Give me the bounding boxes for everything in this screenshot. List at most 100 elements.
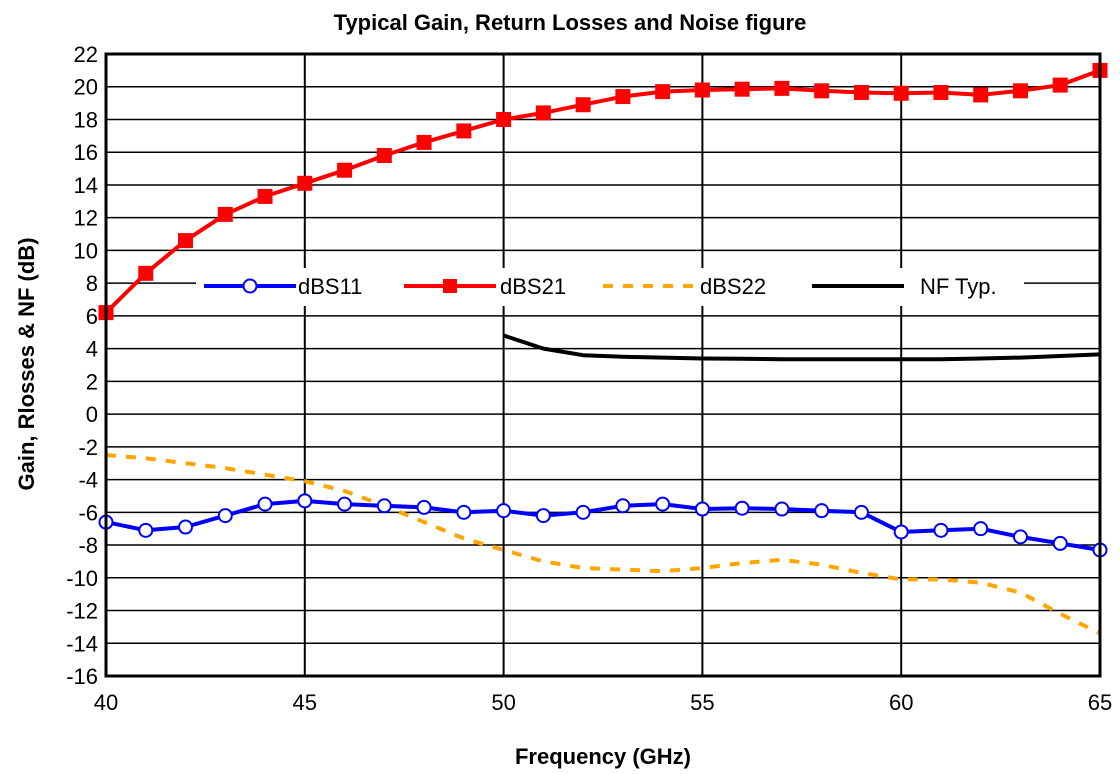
x-tick-label: 55	[690, 690, 714, 715]
plot-frame	[104, 52, 1102, 678]
data-point-dbs21	[694, 82, 710, 98]
data-point-dbs21	[615, 89, 631, 105]
y-tick-label: 10	[74, 238, 98, 263]
data-point-dbs11	[1052, 535, 1068, 551]
y-tick-label: -16	[66, 664, 98, 689]
data-point-dbs11	[575, 504, 591, 520]
data-point-dbs11	[734, 500, 750, 516]
data-point-dbs11	[814, 503, 830, 519]
data-point-dbs21	[535, 105, 551, 121]
data-point-dbs11	[933, 522, 949, 538]
series-nf-typ	[502, 333, 1101, 362]
data-point-dbs21	[933, 84, 949, 100]
data-point-dbs11	[217, 508, 233, 524]
data-point-dbs11	[1012, 529, 1028, 545]
y-tick-label: 6	[86, 304, 98, 329]
y-tick-label: -2	[78, 435, 98, 460]
data-point-dbs21	[575, 97, 591, 113]
y-tick-label: 8	[86, 271, 98, 296]
data-point-dbs21	[1012, 83, 1028, 99]
data-point-dbs11	[893, 524, 909, 540]
data-point-dbs21	[973, 87, 989, 103]
legend-marker-dbs11	[242, 278, 258, 294]
y-tick-label: -6	[78, 500, 98, 525]
legend-label-nf-typ: NF Typ.	[920, 274, 997, 299]
y-tick-labels: -16 -14 -12 -10 -8 -6 -4 -2 0 2 4 6 8 10 12 14 16 18 20 22	[66, 42, 98, 689]
series-line-dbs11	[105, 498, 1101, 552]
x-tick-label: 40	[94, 690, 118, 715]
y-tick-label: 14	[74, 173, 98, 198]
y-tick-label: -8	[78, 533, 98, 558]
data-point-dbs11	[138, 522, 154, 538]
x-tick-labels: 40 45 50 55 60 65	[94, 690, 1112, 715]
data-point-dbs11	[774, 501, 790, 517]
legend-label-dbs11: dBS11	[298, 274, 362, 299]
series-dbs21	[98, 62, 1108, 321]
y-tick-label: 2	[86, 369, 98, 394]
data-point-dbs21	[217, 206, 233, 222]
data-point-dbs21	[853, 84, 869, 100]
data-point-dbs21	[416, 134, 432, 150]
x-tick-label: 45	[293, 690, 317, 715]
data-point-dbs11	[655, 496, 671, 512]
x-tick-label: 50	[491, 690, 515, 715]
data-point-dbs11	[496, 503, 512, 519]
data-point-dbs11	[257, 496, 273, 512]
data-point-dbs21	[1052, 77, 1068, 93]
data-point-dbs11	[973, 521, 989, 537]
x-tick-label: 65	[1088, 690, 1112, 715]
y-tick-label: 22	[74, 42, 98, 67]
data-point-dbs21	[456, 123, 472, 139]
data-point-dbs21	[814, 83, 830, 99]
data-point-dbs11	[416, 499, 432, 515]
data-point-dbs11	[853, 504, 869, 520]
legend-item-nf-typ: NF Typ.	[812, 274, 997, 299]
data-point-dbs11	[535, 508, 551, 524]
data-point-dbs21	[655, 84, 671, 100]
y-tick-label: -4	[78, 468, 98, 493]
y-tick-label: 16	[74, 140, 98, 165]
data-point-dbs21	[496, 111, 512, 127]
data-point-dbs21	[893, 85, 909, 101]
legend-marker-dbs21	[443, 279, 457, 293]
data-point-dbs11	[456, 504, 472, 520]
y-tick-label: -14	[66, 631, 98, 656]
y-tick-label: -12	[66, 599, 98, 624]
y-tick-label: -10	[66, 566, 98, 591]
data-point-dbs11	[376, 498, 392, 514]
data-point-dbs21	[178, 233, 194, 249]
y-tick-label: 18	[74, 107, 98, 132]
data-point-dbs11	[694, 501, 710, 517]
x-tick-label: 60	[889, 690, 913, 715]
legend: dBS11 dBS21 dBS22 NF Typ.	[196, 268, 1024, 306]
legend-label-dbs21: dBS21	[500, 274, 566, 299]
data-point-dbs21	[376, 147, 392, 163]
series-line-nf-typ	[502, 333, 1101, 362]
data-point-dbs11	[337, 496, 353, 512]
legend-item-dbs11: dBS11	[204, 274, 362, 299]
y-axis-title: Gain, Rlosses & NF (dB)	[14, 237, 39, 490]
data-point-dbs21	[774, 80, 790, 96]
y-tick-label: 0	[86, 402, 98, 427]
data-point-dbs11	[297, 493, 313, 509]
legend-item-dbs22: dBS22	[603, 274, 766, 299]
series-dbs11	[98, 493, 1108, 558]
data-point-dbs11	[615, 498, 631, 514]
data-point-dbs21	[257, 188, 273, 204]
grid	[105, 53, 1101, 677]
y-tick-label: 4	[86, 337, 98, 362]
x-axis-title: Frequency (GHz)	[515, 744, 691, 769]
legend-item-dbs21: dBS21	[404, 274, 566, 299]
data-point-dbs11	[178, 519, 194, 535]
series-dbs22	[105, 453, 1101, 636]
data-point-dbs21	[297, 175, 313, 191]
legend-label-dbs22: dBS22	[700, 274, 766, 299]
y-tick-label: 20	[74, 75, 98, 100]
series-layer	[98, 62, 1108, 636]
y-tick-label: 12	[74, 206, 98, 231]
data-point-dbs21	[138, 265, 154, 281]
series-line-dbs22	[105, 453, 1101, 636]
chart-title: Typical Gain, Return Losses and Noise fi…	[334, 10, 807, 35]
data-point-dbs21	[337, 162, 353, 178]
